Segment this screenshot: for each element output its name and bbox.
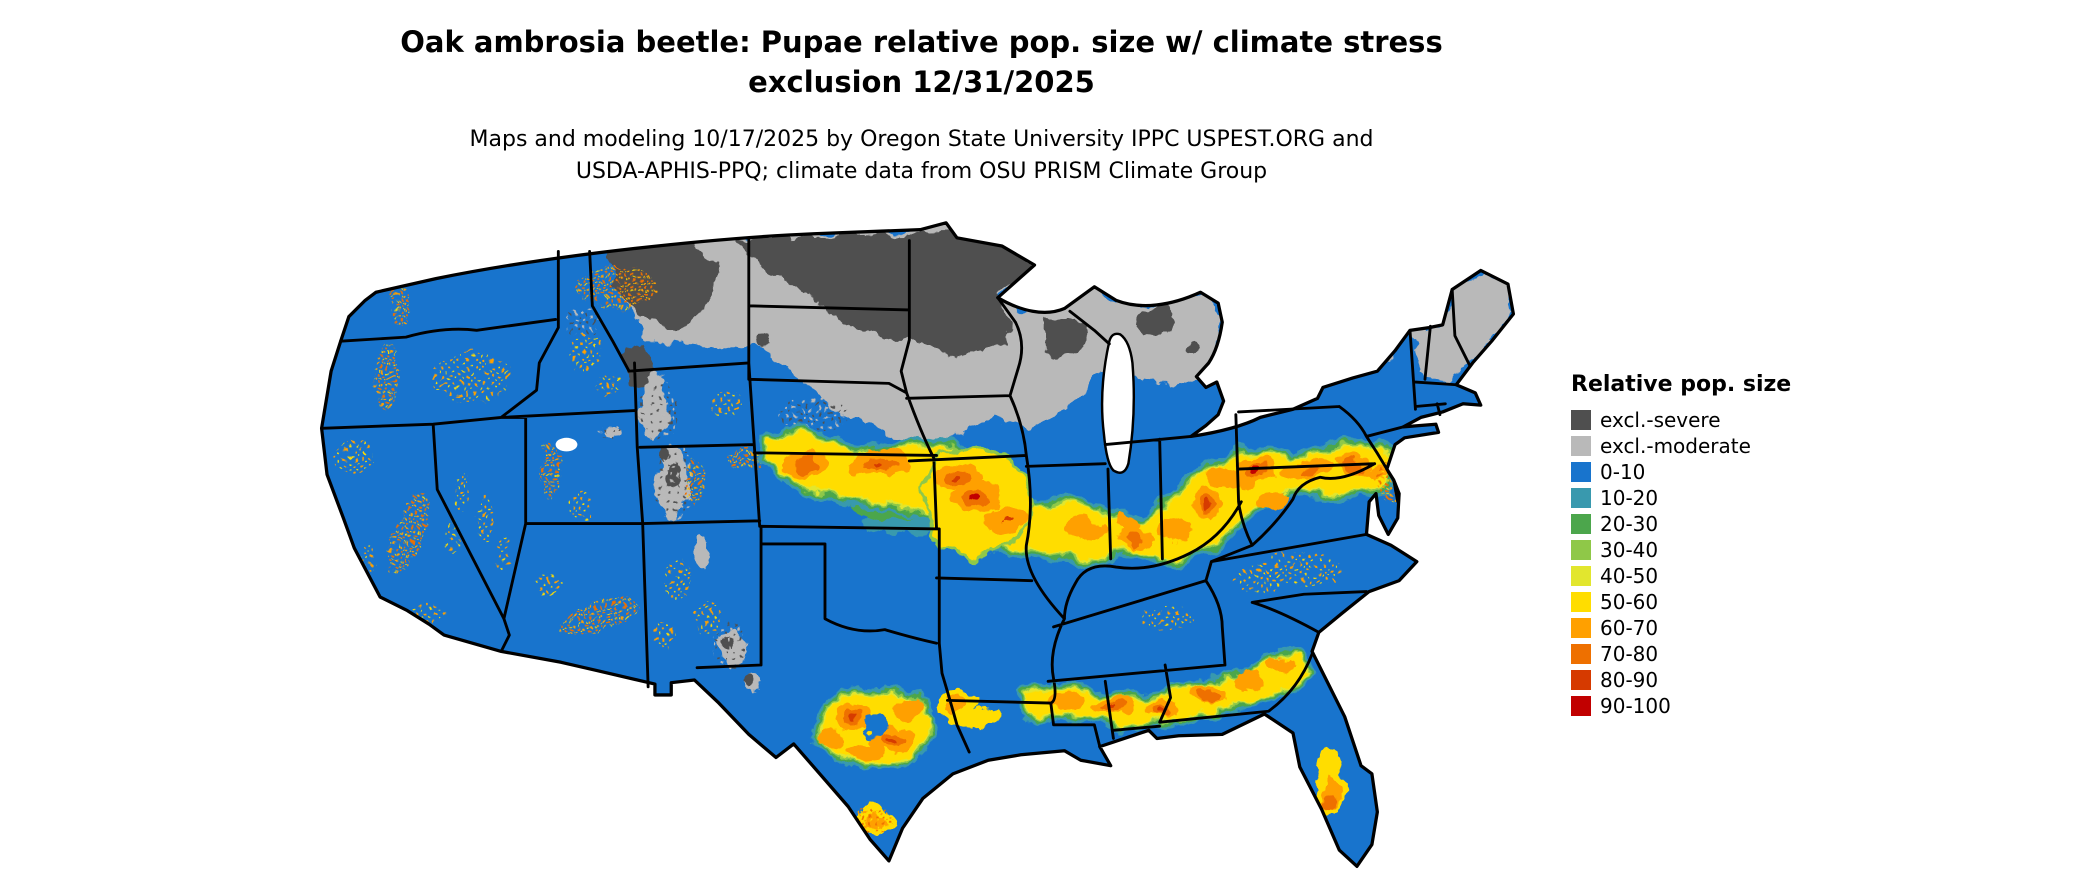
legend-item: 80-90	[1571, 667, 1831, 693]
legend-item-label: 10-20	[1600, 486, 1659, 510]
eastern-speckle-hotspots	[856, 463, 1401, 833]
legend: Relative pop. size excl.-severe excl.-mo…	[1571, 372, 1831, 719]
legend-item-label: 0-10	[1600, 460, 1646, 484]
legend-item-label: excl.-severe	[1600, 408, 1721, 432]
us-outline	[319, 221, 1516, 868]
legend-item: 0-10	[1571, 459, 1831, 485]
legend-item: 10-20	[1571, 485, 1831, 511]
gray-speckle-region	[566, 308, 850, 668]
legend-item: 20-30	[1571, 511, 1831, 537]
legend-item-label: 50-60	[1600, 590, 1659, 614]
subtitle-line2: USDA-APHIS-PPQ; climate data from OSU PR…	[575, 158, 1268, 184]
excluded-severe-region	[607, 232, 1202, 689]
map-title: Oak ambrosia beetle: Pupae relative pop.…	[0, 22, 1843, 102]
great-salt-lake	[555, 437, 578, 452]
title-line2: exclusion 12/31/2025	[748, 65, 1095, 100]
legend-item-label: 90-100	[1600, 694, 1671, 718]
legend-item-label: 80-90	[1600, 668, 1659, 692]
legend-item: 60-70	[1571, 615, 1831, 641]
legend-swatch-excl-severe	[1571, 410, 1591, 430]
legend-item-label: 30-40	[1600, 538, 1659, 562]
legend-item-label: 70-80	[1600, 642, 1659, 666]
subtitle-line1: Maps and modeling 10/17/2025 by Oregon S…	[469, 127, 1374, 153]
legend-item: 30-40	[1571, 537, 1831, 563]
legend-swatch-90-100	[1571, 696, 1591, 716]
legend-item-label: 20-30	[1600, 512, 1659, 536]
legend-item: excl.-severe	[1571, 407, 1831, 433]
legend-swatch-80-90	[1571, 670, 1591, 690]
legend-item: excl.-moderate	[1571, 433, 1831, 459]
legend-swatch-60-70	[1571, 618, 1591, 638]
legend-item: 90-100	[1571, 693, 1831, 719]
legend-swatch-70-80	[1571, 644, 1591, 664]
legend-swatch-50-60	[1571, 592, 1591, 612]
southern-high-population-band	[821, 658, 1342, 834]
legend-swatch-excl-moderate	[1571, 436, 1591, 456]
state-borders	[320, 236, 1472, 754]
legend-title: Relative pop. size	[1571, 372, 1792, 397]
lake-michigan	[1100, 332, 1136, 474]
map-container	[308, 207, 1527, 889]
legend-item: 70-80	[1571, 641, 1831, 667]
legend-swatch-40-50	[1571, 566, 1591, 586]
legend-item: 50-60	[1571, 589, 1831, 615]
legend-swatch-10-20	[1571, 488, 1591, 508]
us-map	[319, 221, 1516, 868]
map-fill-layers	[321, 222, 1514, 867]
legend-item-label: 40-50	[1600, 564, 1659, 588]
legend-swatch-20-30	[1571, 514, 1591, 534]
legend-item-label: 60-70	[1600, 616, 1659, 640]
map-subtitle: Maps and modeling 10/17/2025 by Oregon S…	[0, 124, 1843, 188]
western-speckle-hotspots	[335, 266, 766, 649]
legend-swatch-30-40	[1571, 540, 1591, 560]
legend-item: 40-50	[1571, 563, 1831, 589]
header: Oak ambrosia beetle: Pupae relative pop.…	[0, 22, 1843, 188]
legend-item-label: excl.-moderate	[1600, 434, 1751, 458]
legend-swatch-0-10	[1571, 462, 1591, 482]
title-line1: Oak ambrosia beetle: Pupae relative pop.…	[400, 25, 1443, 59]
